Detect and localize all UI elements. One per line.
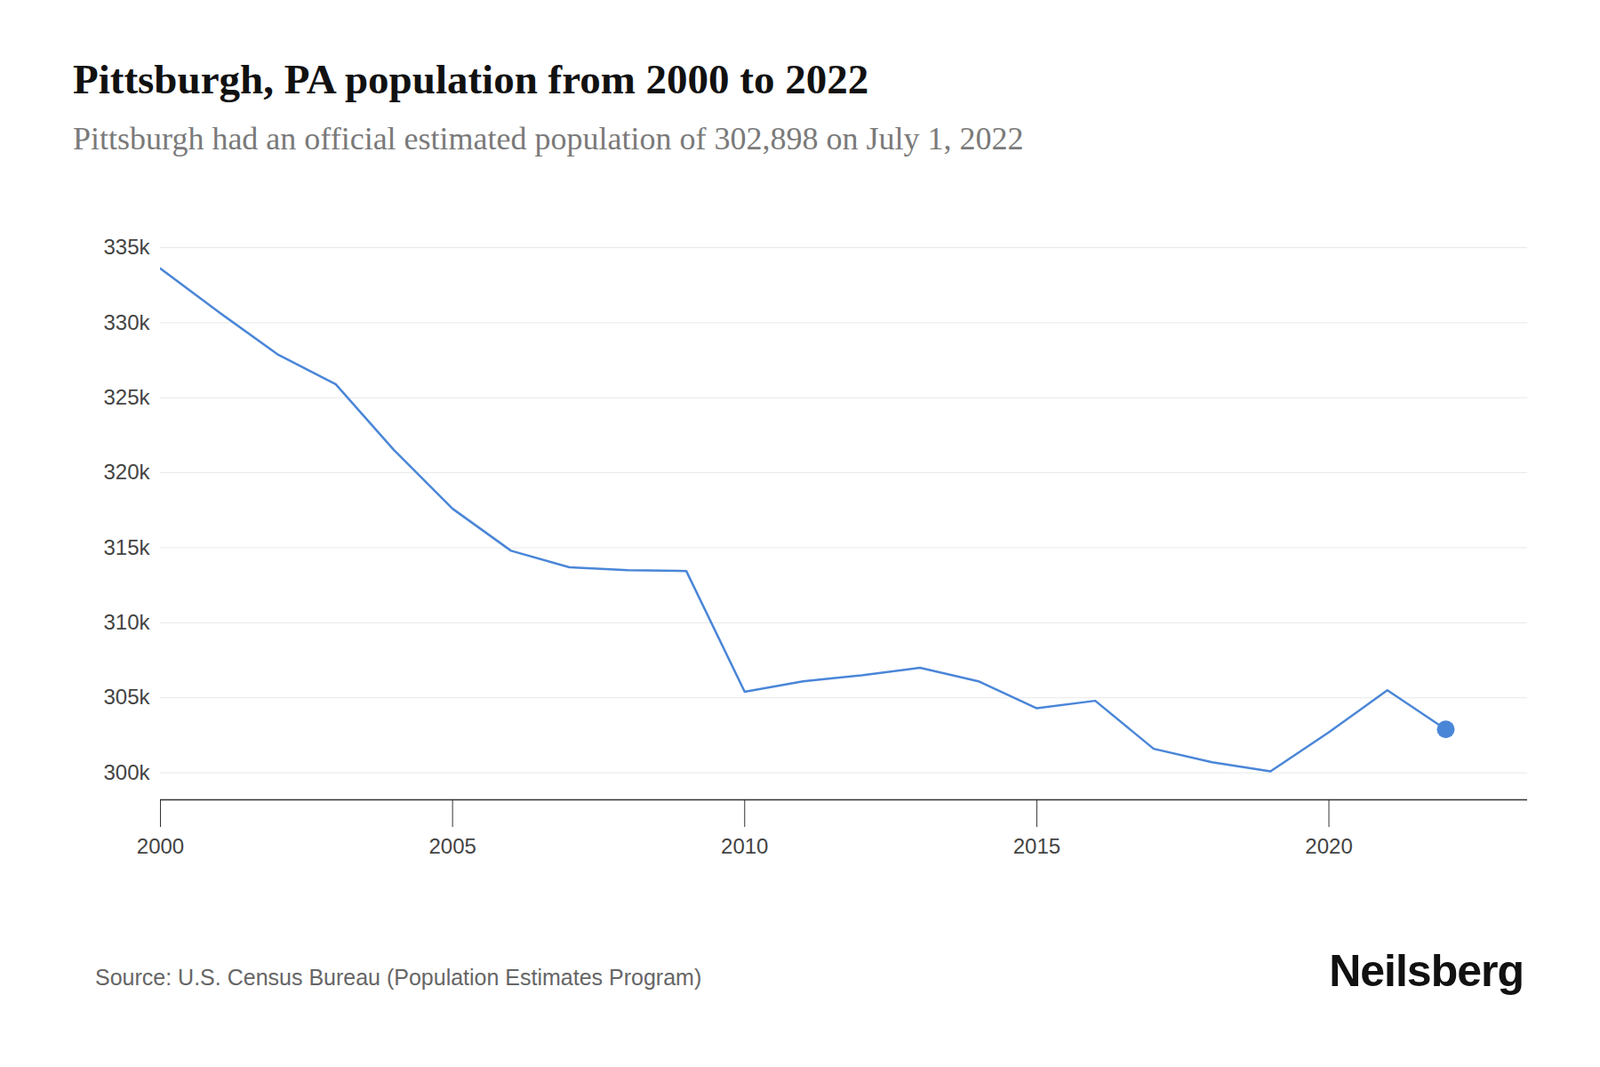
html-text:Neilsberg: Neilsberg: [1328, 945, 1524, 996]
svg-text:2010: 2010: [720, 833, 768, 858]
svg-text:315k: 315k: [103, 535, 151, 560]
svg-text:305k: 305k: [103, 684, 151, 709]
svg-text:2020: 2020: [1304, 833, 1352, 858]
svg-text:320k: 320k: [103, 459, 151, 484]
svg-text:2000: 2000: [136, 833, 184, 858]
html-text:Pittsburgh, PA population from: Pittsburgh, PA population from 2000 to 2…: [72, 56, 869, 103]
svg-text:2005: 2005: [428, 833, 476, 858]
svg-text:330k: 330k: [103, 310, 151, 335]
svg-text:325k: 325k: [103, 384, 151, 409]
html-text:Pittsburgh had an official est: Pittsburgh had an official estimated pop…: [72, 120, 1024, 157]
svg-text:335k: 335k: [103, 234, 151, 259]
svg-text:300k: 300k: [103, 760, 151, 784]
html-text:Source: U.S. Census Bureau (Po: Source: U.S. Census Bureau (Population E…: [95, 964, 702, 990]
svg-text:310k: 310k: [103, 609, 151, 634]
svg-text:2015: 2015: [1013, 833, 1061, 858]
